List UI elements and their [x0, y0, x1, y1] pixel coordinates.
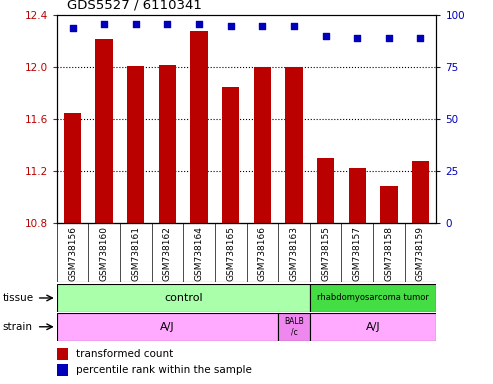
Point	[385, 35, 393, 41]
Text: GSM738159: GSM738159	[416, 226, 425, 281]
Text: A/J: A/J	[160, 322, 175, 332]
Text: GDS5527 / 6110341: GDS5527 / 6110341	[67, 0, 202, 12]
Bar	[349, 168, 366, 223]
Bar	[222, 87, 240, 223]
Text: GSM738157: GSM738157	[352, 226, 362, 281]
Text: GSM738166: GSM738166	[258, 226, 267, 281]
Text: GSM738163: GSM738163	[289, 226, 298, 281]
Text: control: control	[164, 293, 203, 303]
Bar	[190, 31, 208, 223]
Point	[258, 23, 266, 29]
Bar	[310, 313, 436, 341]
Text: GSM738158: GSM738158	[385, 226, 393, 281]
Text: GSM738165: GSM738165	[226, 226, 235, 281]
Bar	[57, 313, 278, 341]
Bar	[57, 348, 68, 360]
Bar	[380, 187, 397, 223]
Text: A/J: A/J	[366, 322, 380, 332]
Bar	[253, 67, 271, 223]
Text: strain: strain	[2, 322, 33, 332]
Bar	[57, 364, 68, 376]
Point	[132, 21, 140, 27]
Text: GSM738161: GSM738161	[131, 226, 141, 281]
Point	[353, 35, 361, 41]
Text: GSM738162: GSM738162	[163, 226, 172, 281]
Point	[164, 21, 172, 27]
Text: percentile rank within the sample: percentile rank within the sample	[76, 365, 251, 376]
Point	[417, 35, 424, 41]
Text: GSM738164: GSM738164	[195, 226, 204, 281]
Text: BALB
/c: BALB /c	[284, 317, 304, 336]
Text: GSM738156: GSM738156	[68, 226, 77, 281]
Text: transformed count: transformed count	[76, 349, 173, 359]
Point	[321, 33, 329, 39]
Point	[69, 25, 76, 31]
Text: tissue: tissue	[2, 293, 34, 303]
Bar	[127, 66, 144, 223]
Bar	[96, 39, 113, 223]
Bar	[278, 313, 310, 341]
Text: GSM738155: GSM738155	[321, 226, 330, 281]
Point	[195, 21, 203, 27]
Bar	[412, 161, 429, 223]
Bar	[285, 67, 303, 223]
Bar	[317, 158, 334, 223]
Bar	[57, 284, 310, 312]
Point	[100, 21, 108, 27]
Text: rhabdomyosarcoma tumor: rhabdomyosarcoma tumor	[317, 293, 429, 303]
Bar	[159, 65, 176, 223]
Point	[290, 23, 298, 29]
Point	[227, 23, 235, 29]
Bar	[64, 113, 81, 223]
Text: GSM738160: GSM738160	[100, 226, 108, 281]
Bar	[310, 284, 436, 312]
